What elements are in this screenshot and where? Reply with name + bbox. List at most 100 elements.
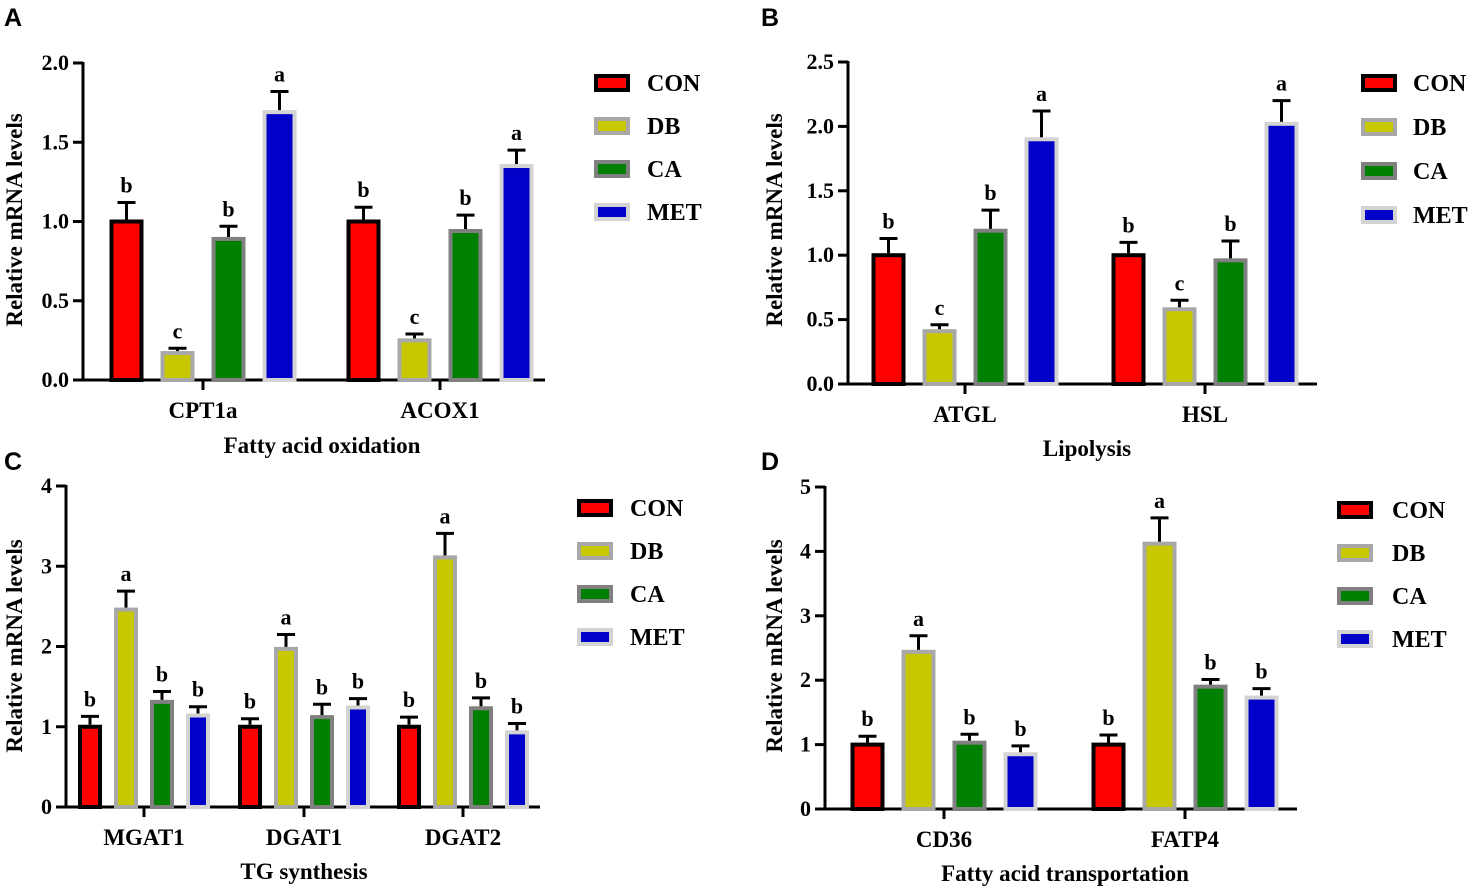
- legend-swatch-met: [1361, 206, 1397, 224]
- significance-label: c: [173, 318, 183, 343]
- significance-label: a: [121, 561, 132, 586]
- legend-swatch-db: [577, 542, 613, 560]
- y-tick-label: 5: [800, 474, 811, 499]
- panel-b: B 0.0 0.5 1.0 1.5 2.0 2.5 ATGL b c b a HSL b c b a Lipoly…: [761, 4, 1468, 461]
- y-tick-label: 0.5: [807, 307, 835, 332]
- legend-label-met: MET: [630, 625, 685, 651]
- significance-label: b: [222, 196, 234, 221]
- y-tick-label: 0.0: [42, 367, 70, 392]
- significance-label: b: [1224, 211, 1236, 236]
- panel-letter: D: [761, 448, 779, 476]
- significance-label: b: [459, 185, 471, 210]
- bar-ca-mgat1: [150, 699, 174, 809]
- significance-label: b: [352, 669, 364, 694]
- y-tick-label: 0.0: [807, 371, 835, 396]
- category-label: CD36: [916, 827, 972, 852]
- bar-met-cd36: [1003, 752, 1038, 812]
- legend-swatch-con: [594, 74, 630, 92]
- category-label: DGAT1: [266, 825, 342, 850]
- y-tick-label: 1: [41, 714, 52, 739]
- x-axis-title: Fatty acid oxidation: [224, 433, 421, 458]
- y-tick-label: 2: [800, 667, 811, 692]
- bar-met-hsl: [1264, 121, 1299, 386]
- y-tick-label: 0.5: [42, 288, 70, 313]
- bar-db-fatp4: [1142, 541, 1177, 811]
- bar-ca-hsl: [1213, 258, 1248, 386]
- legend-label-met: MET: [1413, 203, 1468, 229]
- legend-swatch-ca: [1337, 587, 1373, 605]
- bar-met-mgat1: [186, 713, 210, 810]
- bar-db-mgat1: [114, 607, 138, 810]
- significance-label: a: [1154, 488, 1165, 513]
- y-tick-label: 4: [800, 538, 811, 563]
- y-tick-label: 1.5: [807, 178, 835, 203]
- category-label: HSL: [1182, 402, 1228, 427]
- y-tick-label: 4: [41, 473, 52, 498]
- legend-label-ca: CA: [630, 582, 665, 608]
- significance-label: b: [84, 686, 96, 711]
- significance-label: b: [1122, 212, 1134, 237]
- significance-label: b: [963, 704, 975, 729]
- bar-met-cpt1a: [262, 110, 297, 382]
- bar-db-cpt1a: [160, 351, 195, 382]
- panel-d: D 0 1 2 3 4 5 CD36 b a b b FATP4 b a b b Fatty acid trans…: [761, 448, 1447, 886]
- legend: CON DB CA MET: [1337, 498, 1447, 653]
- legend-swatch-ca: [577, 585, 613, 603]
- y-tick-label: 2: [41, 634, 52, 659]
- significance-label: b: [984, 180, 996, 205]
- x-axis-title: Lipolysis: [1043, 436, 1131, 461]
- bar-ca-dgat1: [310, 715, 334, 809]
- legend-label-ca: CA: [1392, 584, 1427, 610]
- bar-db-atgl: [922, 329, 957, 386]
- significance-label: b: [357, 177, 369, 202]
- legend-label-con: CON: [630, 496, 684, 522]
- bar-ca-acox1: [448, 229, 483, 382]
- legend-swatch-con: [1337, 501, 1373, 519]
- category-label: FATP4: [1151, 827, 1220, 852]
- category-label: ACOX1: [400, 398, 479, 423]
- bar-ca-cd36: [952, 740, 987, 812]
- significance-label: b: [1255, 659, 1267, 684]
- significance-label: b: [120, 172, 132, 197]
- legend: CON DB CA MET: [1361, 71, 1468, 229]
- legend-label-con: CON: [1413, 71, 1467, 97]
- significance-label: a: [913, 606, 924, 631]
- legend: CON DB CA MET: [594, 71, 702, 226]
- bar-db-dgat1: [274, 646, 298, 809]
- y-tick-label: 2.5: [807, 49, 835, 74]
- legend-label-met: MET: [647, 200, 702, 226]
- bar-db-acox1: [397, 338, 432, 382]
- bar-db-cd36: [901, 649, 936, 812]
- bar-met-atgl: [1024, 137, 1059, 386]
- significance-label: a: [511, 120, 522, 145]
- category-label: ATGL: [933, 402, 996, 427]
- significance-label: c: [410, 304, 420, 329]
- bar-ca-cpt1a: [211, 236, 246, 382]
- legend-swatch-con: [1361, 74, 1397, 92]
- significance-label: b: [316, 674, 328, 699]
- significance-label: a: [440, 503, 451, 528]
- bar-con-fatp4: [1091, 742, 1126, 811]
- bar-con-dgat1: [238, 724, 262, 809]
- legend-swatch-met: [577, 628, 613, 646]
- significance-label: b: [475, 668, 487, 693]
- legend-swatch-db: [1361, 118, 1397, 136]
- bar-db-hsl: [1162, 307, 1197, 386]
- bar-met-fatp4: [1244, 695, 1279, 812]
- y-axis-title: Relative mRNA levels: [2, 113, 27, 326]
- y-tick-label: 0: [41, 794, 52, 819]
- significance-label: b: [1102, 705, 1114, 730]
- legend-swatch-ca: [1361, 162, 1397, 180]
- legend-label-con: CON: [1392, 498, 1446, 524]
- bar-met-acox1: [499, 164, 534, 382]
- significance-label: b: [156, 661, 168, 686]
- significance-label: b: [244, 689, 256, 714]
- y-tick-label: 1.0: [42, 209, 70, 234]
- y-tick-label: 0: [800, 796, 811, 821]
- y-axis-title: Relative mRNA levels: [762, 113, 787, 326]
- bar-ca-atgl: [973, 228, 1008, 386]
- x-axis-title: TG synthesis: [240, 859, 367, 884]
- significance-label: a: [1276, 71, 1287, 96]
- legend-label-ca: CA: [647, 157, 682, 183]
